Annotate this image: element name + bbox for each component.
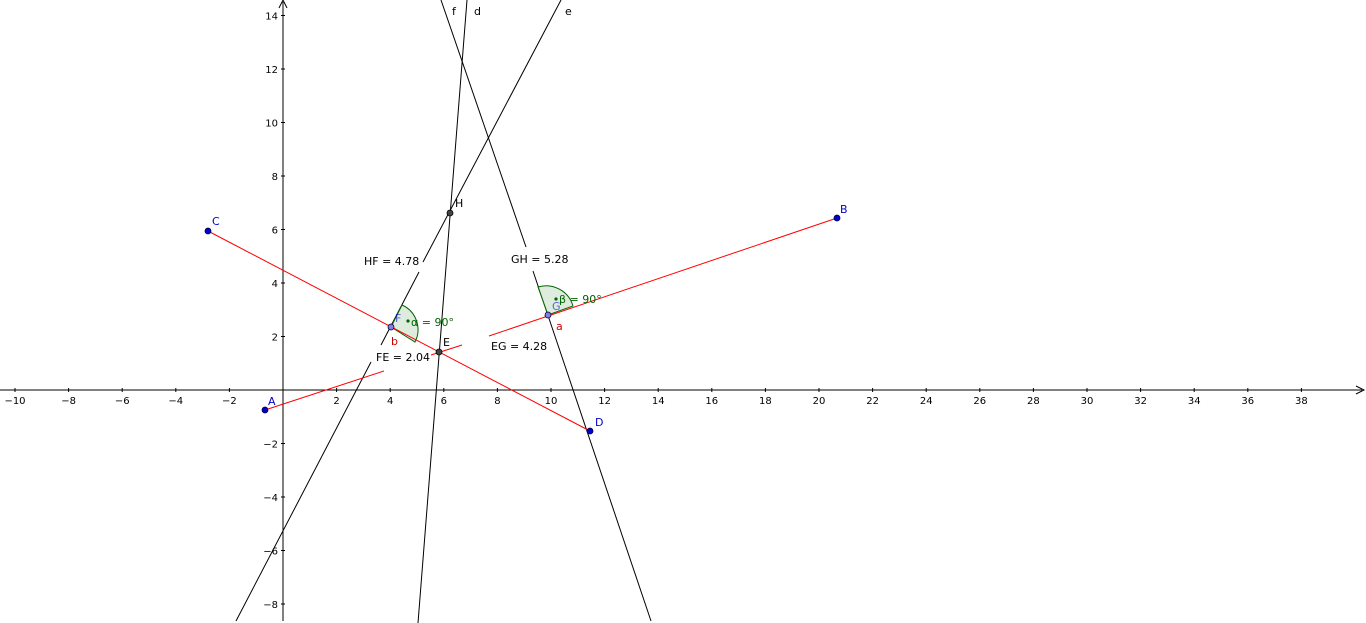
y-axis-arrow-icon	[278, 0, 288, 9]
x-axis-ticks: −10 −8 −6 −4 −2 2 4 6 8 10 12 14 16 18 20 22 24 26 28 30 32 3…	[4, 388, 1308, 407]
x-tick-label: 8	[494, 396, 500, 407]
measure-FE: FE = 2.04	[376, 351, 430, 364]
x-tick-label: −6	[115, 396, 130, 407]
y-tick-label: −4	[263, 493, 278, 504]
label-line-d: d	[474, 5, 481, 18]
measurement-labels: HF = 4.78 GH = 5.28 FE = 2.04 EG = 4.28	[364, 253, 569, 364]
y-tick-label: −8	[263, 600, 278, 611]
y-tick-label: −2	[263, 440, 278, 451]
x-tick-label: 20	[813, 396, 826, 407]
label-A: A	[268, 395, 276, 408]
x-tick-label: 32	[1134, 396, 1147, 407]
point-labels: A B C D E F G H	[212, 197, 848, 429]
y-tick-label: 4	[272, 279, 278, 290]
segment-a-part1[interactable]	[264, 370, 385, 411]
line-d-lower[interactable]	[532, 270, 652, 622]
x-tick-label: 38	[1295, 396, 1308, 407]
x-tick-label: 2	[333, 396, 339, 407]
label-angle-beta: β = 90°	[559, 293, 602, 306]
x-tick-label: −4	[168, 396, 183, 407]
measure-HF: HF = 4.78	[364, 255, 419, 268]
y-tick-label: 14	[265, 12, 278, 23]
red-segments	[207, 217, 838, 432]
label-E: E	[443, 336, 450, 349]
line-e-lower[interactable]	[235, 361, 372, 622]
measure-GH: GH = 5.28	[511, 253, 569, 266]
x-tick-label: −2	[222, 396, 237, 407]
y-tick-label: 6	[272, 226, 278, 237]
x-tick-label: 34	[1188, 396, 1201, 407]
y-tick-label: 10	[265, 119, 278, 130]
x-tick-label: 30	[1081, 396, 1094, 407]
y-tick-label: 2	[272, 333, 278, 344]
x-tick-label: 10	[545, 396, 558, 407]
label-H: H	[455, 197, 463, 210]
label-angle-alpha: α = 90°	[411, 316, 454, 329]
angle-beta[interactable]	[537, 285, 574, 316]
y-tick-label: −6	[263, 547, 278, 558]
y-tick-label: 12	[265, 65, 278, 76]
x-tick-label: 18	[759, 396, 772, 407]
x-tick-label: 12	[598, 396, 611, 407]
line-f[interactable]	[417, 0, 468, 623]
point-E[interactable]	[435, 348, 443, 356]
label-B: B	[840, 203, 848, 216]
x-tick-label: 28	[1027, 396, 1040, 407]
x-tick-label: 4	[387, 396, 393, 407]
label-G: G	[552, 300, 561, 313]
y-axis-ticks: 14 12 10 8 6 4 2 −2 −4 −6 −8	[263, 12, 285, 611]
x-tick-label: 6	[441, 396, 447, 407]
x-tick-label: 14	[652, 396, 665, 407]
label-C: C	[212, 215, 220, 228]
point-B[interactable]	[833, 214, 841, 222]
line-d-upper[interactable]	[440, 0, 527, 248]
point-G[interactable]	[544, 311, 552, 319]
segment-a-part3[interactable]	[488, 217, 838, 337]
measure-EG: EG = 4.28	[491, 340, 547, 353]
x-axis	[0, 385, 1366, 395]
x-tick-label: 26	[973, 396, 986, 407]
label-F: F	[395, 312, 401, 325]
points	[204, 209, 841, 435]
x-tick-label: 24	[920, 396, 933, 407]
label-segment-a: a	[556, 320, 563, 333]
point-A[interactable]	[261, 406, 269, 414]
x-tick-label: 36	[1241, 396, 1254, 407]
point-H[interactable]	[446, 209, 454, 217]
point-F[interactable]	[387, 323, 395, 331]
label-line-f: f	[452, 5, 457, 18]
label-D: D	[595, 416, 603, 429]
y-axis	[278, 0, 288, 621]
segment-b[interactable]	[207, 230, 591, 432]
point-D[interactable]	[586, 427, 594, 435]
label-line-e: e	[565, 5, 572, 18]
label-segment-b: b	[391, 335, 398, 348]
object-labels: a b d e f	[391, 5, 572, 348]
x-tick-label: −8	[61, 396, 76, 407]
black-lines	[235, 0, 652, 623]
x-tick-label: −10	[4, 396, 25, 407]
x-tick-label: 22	[866, 396, 879, 407]
point-C[interactable]	[204, 227, 212, 235]
angle-labels: α = 90° β = 90°	[411, 293, 602, 329]
line-e-upper[interactable]	[422, 0, 562, 263]
x-axis-arrow-icon	[1355, 385, 1366, 395]
y-tick-label: 8	[272, 172, 278, 183]
x-tick-label: 16	[705, 396, 718, 407]
